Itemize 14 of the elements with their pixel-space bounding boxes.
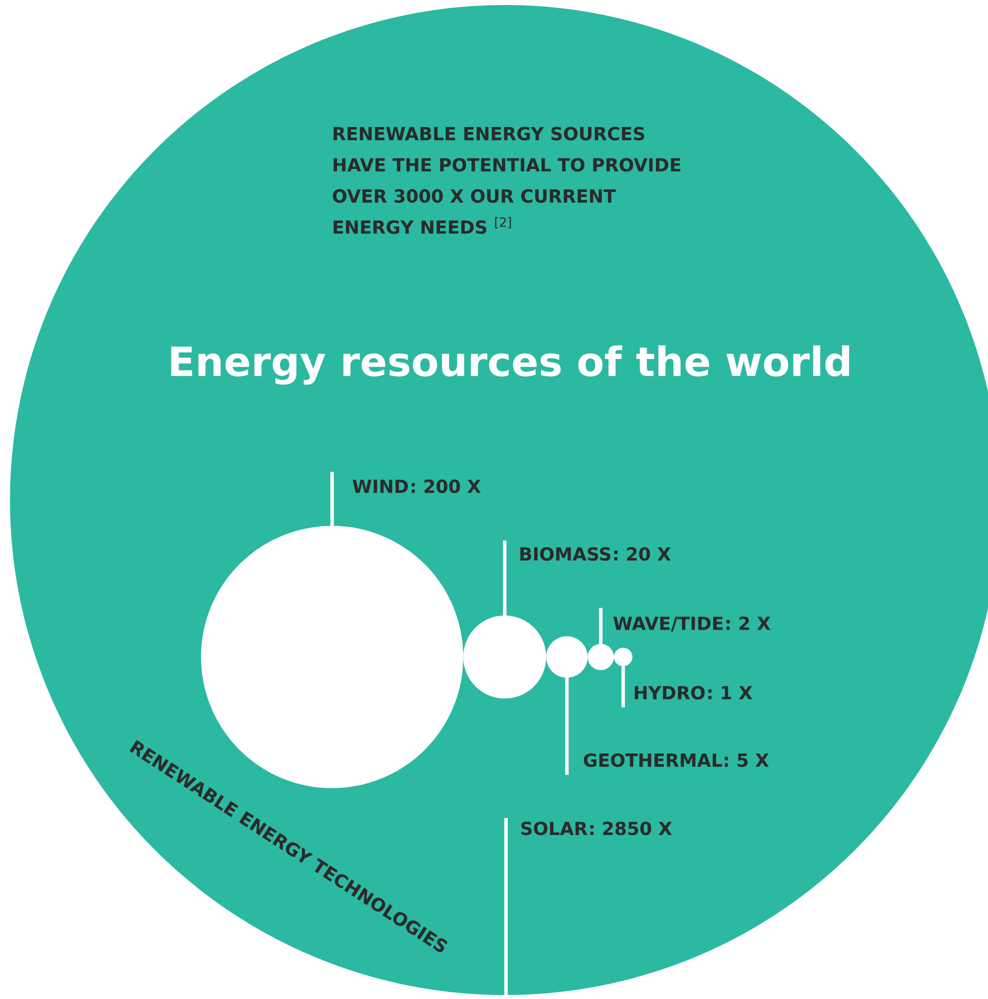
category-label: WIND bbox=[352, 480, 408, 493]
category-label: WAVE/TIDE bbox=[613, 616, 723, 632]
data-label: : 200 X bbox=[412, 479, 481, 494]
data-label: : 2 X bbox=[726, 616, 770, 630]
data-label: : 20 X bbox=[614, 547, 671, 561]
category-label: SOLAR bbox=[521, 822, 588, 836]
category-label: HYDRO bbox=[634, 686, 705, 700]
category-label: BIOMASS bbox=[520, 547, 610, 561]
data-label: : 5 X bbox=[724, 754, 769, 767]
text: RENEWABLE ENERGY SOURCES HAVE THE POTENTIAL TO PROVIDE OVER 3000 X OUR CURRENT ENERGY NEEDS $^{[2]}$ bbox=[332, 126, 680, 234]
data-label: : 2850 X bbox=[590, 822, 672, 836]
category-label: GEOTHERMAL bbox=[584, 753, 722, 767]
data-label: : 1 X bbox=[708, 686, 752, 700]
text: Energy resources of the world bbox=[171, 345, 850, 385]
